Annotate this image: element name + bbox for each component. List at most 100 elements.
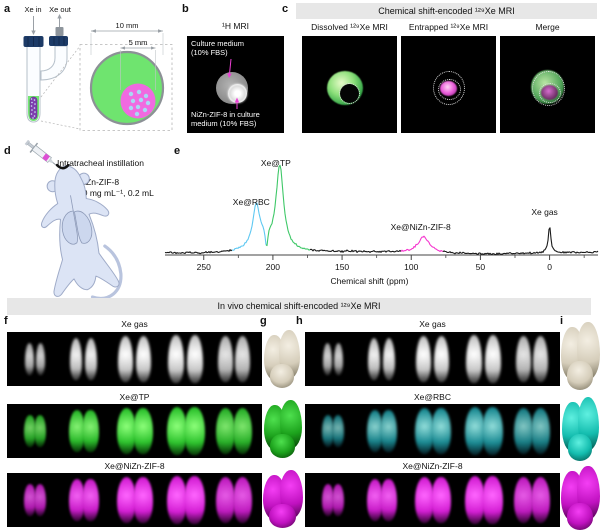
roi-dotted-outline-inner (539, 83, 561, 103)
row-title: Xe gas (121, 319, 148, 329)
lung-lobe-right (431, 477, 451, 523)
lung-lobe-left (414, 408, 434, 454)
dissolved-xe-mri-image (302, 36, 397, 133)
lung-slice (68, 410, 99, 452)
mri-strip-xe-gas-right (305, 332, 560, 386)
lung-slice (322, 415, 345, 447)
lung-lobe-right (485, 335, 501, 383)
mouse-tail (90, 244, 123, 300)
lung-render-lobe (567, 361, 593, 390)
lung-lobe-left (24, 484, 36, 516)
lung-render-rbc (562, 397, 599, 461)
mri-strip-xe-rbc (305, 404, 560, 458)
panel-b-title: ¹H MRI (222, 21, 249, 31)
svg-text:Chemical shift (ppm): Chemical shift (ppm) (331, 276, 409, 286)
lung-lobe-left (414, 477, 434, 523)
lung-slice (68, 479, 99, 521)
mri-strip-xe-tp (7, 404, 262, 458)
particle-dots (30, 98, 36, 119)
lung-lobe-left (514, 408, 534, 454)
lung-lobe-right (232, 408, 252, 454)
annotation-arrows (227, 58, 240, 109)
mri-strip-xe-zif-left (7, 473, 262, 527)
lung-lobe-right (332, 484, 345, 516)
lung-slice (367, 338, 397, 380)
peak-label: Xe@TP (261, 158, 291, 168)
lung-lobe-left (416, 336, 432, 382)
panel-letter-d: d (4, 145, 11, 157)
lung-lobe-left (216, 408, 236, 454)
lung-slice (116, 477, 153, 523)
lung-slice (166, 476, 205, 524)
lung-lobe-left (166, 476, 188, 524)
mouse-lungs-outline (61, 195, 93, 245)
agent-label: NiZn-ZIF-8 (78, 177, 120, 187)
mouse-body (41, 163, 123, 300)
lung-lobe-right (232, 477, 252, 523)
lung-lobe-right (34, 415, 47, 447)
lung-lobe-left (216, 477, 236, 523)
lung-lobe-left (466, 335, 482, 383)
mouse-mouth-mark (55, 163, 70, 170)
lung-lobe-left (166, 407, 188, 455)
lung-lobe-right (133, 477, 153, 523)
procedure-label: Intratracheal instillation (57, 158, 144, 168)
lung-slice (216, 336, 252, 382)
lung-render-lobe (567, 434, 593, 461)
lung-lobe-left (70, 338, 83, 380)
lung-lobe-right (481, 407, 503, 455)
lung-slice (322, 343, 344, 375)
lung-render-gas-right (561, 322, 600, 390)
connector-tube (40, 45, 68, 81)
lung-render-zif-right (561, 466, 600, 530)
lung-slice (366, 410, 397, 452)
lung-lobe-right (135, 336, 151, 382)
outlet-nub (55, 27, 64, 36)
lung-slice (514, 408, 550, 454)
peak-label: Xe@NiZn-ZIF-8 (391, 222, 451, 232)
panel-letter-e: e (174, 145, 181, 157)
inner-diameter-label: 5 mm (129, 38, 148, 47)
peak-label: Xe gas (531, 207, 557, 217)
lung-lobe-right (332, 415, 345, 447)
syringe-icon (24, 140, 59, 168)
xe-in-label: Xe in (24, 5, 41, 14)
panel-letter-a: a (4, 3, 11, 15)
lung-lobe-left (118, 336, 134, 382)
row-title: Xe gas (419, 319, 446, 329)
zif-core (227, 83, 247, 103)
merge-title: Merge (535, 22, 560, 32)
row-title: Xe@NiZn-ZIF-8 (402, 461, 463, 471)
lung-lobe-left (168, 335, 184, 383)
lung-lobe-left (322, 415, 334, 447)
panel-c-band-title: Chemical shift-encoded ¹²⁹Xe MRI (296, 3, 597, 19)
lung-render-lobe (567, 503, 593, 530)
lung-slice (465, 335, 503, 383)
panel-letter-f: f (4, 315, 8, 327)
lung-lobe-left (464, 476, 486, 524)
lung-slice (414, 408, 451, 454)
h1-mri-image: Culture medium (10% FBS) NiZn-ZIF-8 in c… (187, 36, 284, 133)
lung-lobe-left (323, 343, 333, 375)
inner-sample-tube (29, 96, 38, 120)
lung-render-lobe (269, 363, 294, 388)
row-title: Xe@RBC (414, 392, 451, 402)
panel-letter-b: b (182, 3, 189, 15)
lung-lobe-right (431, 408, 451, 454)
zoom-box (79, 44, 173, 131)
lung-lobe-right (34, 484, 47, 516)
lung-lobe-right (183, 476, 205, 524)
mri-strip-xe-zif-right (305, 473, 560, 527)
zif-particle-dots (128, 89, 151, 117)
arrow-up-icon (234, 97, 240, 109)
lung-slice (514, 477, 550, 523)
lung-lobe-left (464, 407, 486, 455)
lung-lobe-right (133, 408, 153, 454)
lung-render-gas-left (264, 330, 300, 388)
lung-slice (116, 408, 153, 454)
roi-dotted-outline (531, 70, 565, 106)
lung-lobe-right (82, 410, 99, 452)
outer-diameter-label: 10 mm (116, 21, 139, 30)
lung-lobe-left (366, 479, 383, 521)
lung-slice (366, 479, 397, 521)
